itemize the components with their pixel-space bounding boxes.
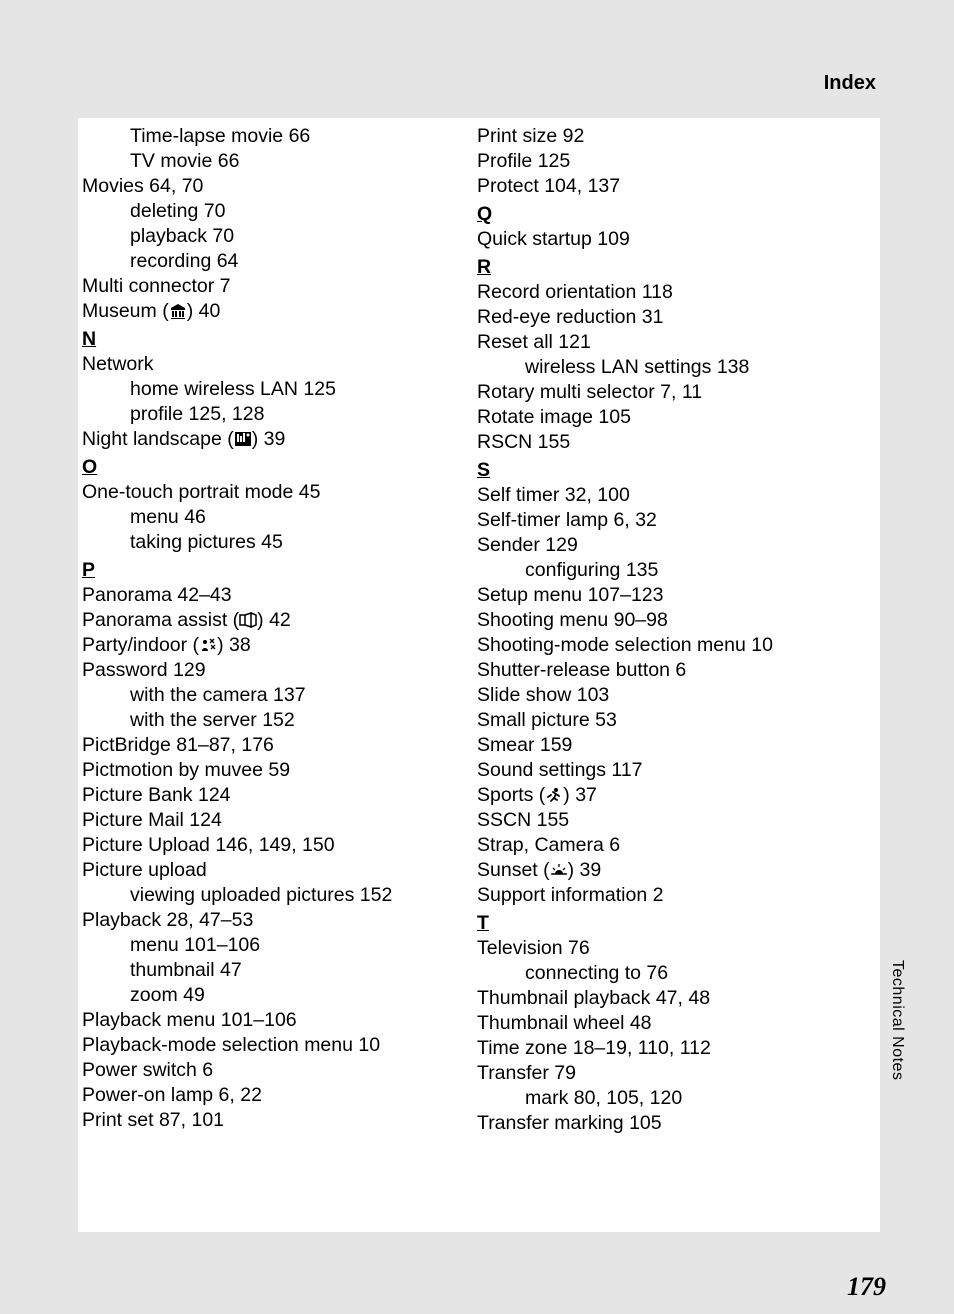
index-entry: Small picture 53 [473,708,868,733]
index-sub-entry: home wireless LAN 125 [78,377,473,402]
index-sub-entry: recording 64 [78,249,473,274]
index-entry: Picture Mail 124 [78,808,473,833]
page-number: 179 [847,1272,886,1302]
index-entry: Support information 2 [473,883,868,908]
index-entry: Profile 125 [473,149,868,174]
index-entry: Picture Upload 146, 149, 150 [78,833,473,858]
index-entry: Night landscape () 39 [78,427,473,452]
index-entry: Network [78,352,473,377]
index-entry: Power-on lamp 6, 22 [78,1083,473,1108]
index-section-letter: S [473,457,868,483]
index-entry: Sound settings 117 [473,758,868,783]
index-sub-entry: zoom 49 [78,983,473,1008]
side-tab [918,958,954,1198]
index-entry: Record orientation 118 [473,280,868,305]
party-icon [199,634,217,656]
index-entry: Password 129 [78,658,473,683]
index-entry: Thumbnail wheel 48 [473,1011,868,1036]
nightlandscape-icon [234,428,252,450]
index-entry: Party/indoor () 38 [78,633,473,658]
index-entry: Television 76 [473,936,868,961]
index-section-letter: T [473,910,868,936]
left-column: Time-lapse movie 66TV movie 66Movies 64,… [78,124,473,1136]
index-entry: Slide show 103 [473,683,868,708]
index-section-letter: P [78,557,473,583]
right-column: Print size 92Profile 125Protect 104, 137… [473,124,868,1136]
index-sub-entry: thumbnail 47 [78,958,473,983]
index-sub-entry: profile 125, 128 [78,402,473,427]
index-entry: SSCN 155 [473,808,868,833]
index-entry: Strap, Camera 6 [473,833,868,858]
index-entry: Thumbnail playback 47, 48 [473,986,868,1011]
index-entry: Protect 104, 137 [473,174,868,199]
index-sub-entry: with the server 152 [78,708,473,733]
index-entry: Sunset () 39 [473,858,868,883]
index-entry: Rotary multi selector 7, 11 [473,380,868,405]
content-area: Time-lapse movie 66TV movie 66Movies 64,… [78,118,880,1232]
index-entry: Playback-mode selection menu 10 [78,1033,473,1058]
index-entry: Red-eye reduction 31 [473,305,868,330]
index-entry: Picture Bank 124 [78,783,473,808]
index-entry: Shooting-mode selection menu 10 [473,633,868,658]
index-sub-entry: viewing uploaded pictures 152 [78,883,473,908]
index-sub-entry: taking pictures 45 [78,530,473,555]
index-sub-entry: mark 80, 105, 120 [473,1086,868,1111]
index-entry: Reset all 121 [473,330,868,355]
index-entry: Shooting menu 90–98 [473,608,868,633]
index-sub-entry: Time-lapse movie 66 [78,124,473,149]
index-section-letter: Q [473,201,868,227]
index-sub-entry: deleting 70 [78,199,473,224]
index-entry: Sports () 37 [473,783,868,808]
index-entry: PictBridge 81–87, 176 [78,733,473,758]
index-entry: Sender 129 [473,533,868,558]
panorama-icon [239,609,257,631]
index-entry: Smear 159 [473,733,868,758]
side-label: Technical Notes [888,960,906,1080]
index-sub-entry: playback 70 [78,224,473,249]
index-entry: Multi connector 7 [78,274,473,299]
index-entry: Panorama 42–43 [78,583,473,608]
index-entry: RSCN 155 [473,430,868,455]
index-entry: Setup menu 107–123 [473,583,868,608]
index-sub-entry: configuring 135 [473,558,868,583]
index-sub-entry: wireless LAN settings 138 [473,355,868,380]
index-entry: Rotate image 105 [473,405,868,430]
index-entry: Self timer 32, 100 [473,483,868,508]
index-entry: Self-timer lamp 6, 32 [473,508,868,533]
index-entry: Print set 87, 101 [78,1108,473,1133]
index-entry: Time zone 18–19, 110, 112 [473,1036,868,1061]
index-sub-entry: menu 101–106 [78,933,473,958]
sports-icon [545,784,563,806]
index-entry: Panorama assist () 42 [78,608,473,633]
index-sub-entry: menu 46 [78,505,473,530]
index-entry: Pictmotion by muvee 59 [78,758,473,783]
index-entry: Playback 28, 47–53 [78,908,473,933]
museum-icon [169,300,187,322]
index-entry: Power switch 6 [78,1058,473,1083]
index-entry: Playback menu 101–106 [78,1008,473,1033]
index-entry: One-touch portrait mode 45 [78,480,473,505]
index-entry: Quick startup 109 [473,227,868,252]
index-entry: Shutter-release button 6 [473,658,868,683]
index-entry: Picture upload [78,858,473,883]
index-sub-entry: with the camera 137 [78,683,473,708]
index-sub-entry: TV movie 66 [78,149,473,174]
page-header: Index [824,72,876,95]
sunset-icon [550,859,568,881]
index-sub-entry: connecting to 76 [473,961,868,986]
index-entry: Print size 92 [473,124,868,149]
index-entry: Transfer 79 [473,1061,868,1086]
index-section-letter: R [473,254,868,280]
index-entry: Movies 64, 70 [78,174,473,199]
index-entry: Transfer marking 105 [473,1111,868,1136]
index-entry: Museum () 40 [78,299,473,324]
index-section-letter: O [78,454,473,480]
index-section-letter: N [78,326,473,352]
